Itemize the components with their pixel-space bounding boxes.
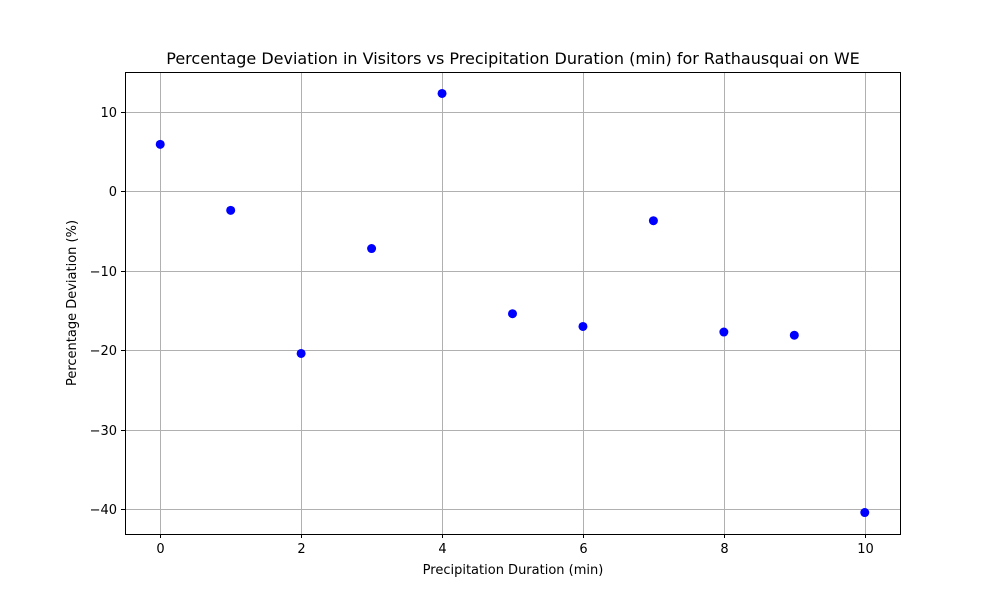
data-point: [437, 88, 447, 98]
y-tick-label: −20: [90, 344, 117, 359]
plot-frame: [125, 72, 901, 535]
data-point: [860, 508, 870, 518]
x-tick-label: 6: [579, 542, 587, 557]
x-tick-label: 10: [857, 542, 874, 557]
x-tick-label: 2: [297, 542, 305, 557]
data-points: [155, 88, 870, 518]
data-point: [578, 321, 588, 331]
data-point: [508, 309, 517, 319]
chart-title: Percentage Deviation in Visitors vs Prec…: [166, 49, 860, 68]
data-point: [648, 216, 658, 226]
y-tick-label: −40: [90, 503, 117, 518]
data-point: [226, 205, 236, 215]
x-tick-label: 4: [438, 542, 446, 557]
y-tick-label: 0: [109, 185, 117, 200]
x-axis-label: Precipitation Duration (min): [423, 563, 604, 578]
x-tick-label: 8: [720, 542, 728, 557]
y-axis-ticks: −40 −30 −20 −10 0 10: [90, 106, 125, 518]
y-tick-label: −30: [90, 424, 117, 439]
x-axis-ticks: 0 2 4 6 8 10: [156, 534, 874, 557]
data-point: [155, 139, 165, 149]
data-point: [719, 327, 729, 337]
data-point: [789, 330, 799, 340]
y-tick-label: −10: [90, 265, 117, 280]
x-tick-label: 0: [156, 542, 164, 557]
y-tick-label: 10: [100, 106, 117, 121]
grid-lines: [125, 72, 900, 534]
y-axis-label: Percentage Deviation (%): [65, 220, 80, 386]
data-point: [367, 244, 377, 254]
data-point: [296, 348, 306, 358]
